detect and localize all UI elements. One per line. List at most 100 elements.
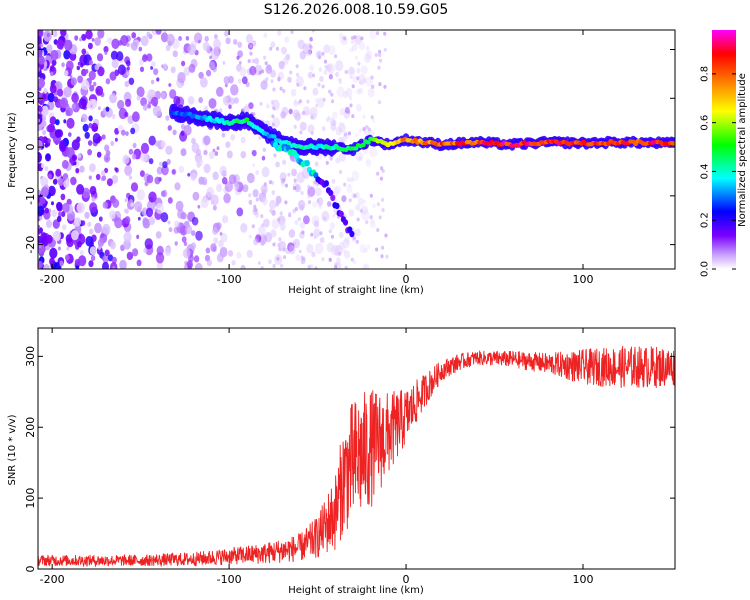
noise-speck: [105, 150, 111, 157]
noise-speck: [321, 210, 330, 222]
noise-speck: [57, 178, 64, 186]
noise-speck: [222, 96, 229, 104]
snr-y-label: SNR (10 * v/v): [7, 414, 18, 485]
noise-speck: [257, 261, 261, 265]
noise-speck: [41, 105, 49, 117]
noise-speck: [55, 119, 60, 126]
noise-speck: [292, 109, 300, 119]
noise-speck: [254, 64, 263, 76]
noise-speck: [76, 136, 81, 143]
noise-speck: [49, 257, 55, 266]
noise-speck: [343, 36, 347, 41]
noise-speck: [203, 135, 211, 146]
noise-speck: [147, 104, 151, 109]
noise-speck: [62, 202, 70, 213]
noise-speck: [126, 66, 130, 71]
noise-speck: [326, 117, 330, 123]
noise-speck: [309, 111, 313, 117]
branch-mark: [342, 219, 349, 226]
noise-speck: [282, 89, 286, 93]
noise-speck: [328, 257, 332, 262]
noise-speck: [277, 30, 282, 36]
noise-speck: [334, 198, 338, 203]
noise-speck: [88, 115, 93, 122]
noise-speck: [88, 59, 94, 66]
noise-speck: [219, 165, 227, 176]
noise-speck: [272, 106, 276, 111]
noise-speck: [126, 71, 130, 76]
noise-speck: [209, 55, 213, 60]
noise-speck: [355, 34, 363, 45]
noise-speck: [362, 199, 367, 204]
noise-speck: [338, 231, 344, 239]
noise-speck: [128, 148, 134, 155]
noise-speck: [328, 45, 336, 55]
noise-speck: [374, 53, 378, 57]
noise-speck: [154, 176, 161, 185]
noise-speck: [40, 43, 44, 48]
noise-speck: [338, 123, 346, 133]
noise-speck: [76, 184, 85, 195]
noise-speck: [110, 262, 118, 269]
chart-title: S126.2026.008.10.59.G05: [264, 2, 449, 18]
x-tick-label: -100: [217, 273, 242, 286]
noise-speck: [287, 76, 292, 83]
noise-speck: [299, 204, 305, 211]
noise-speck: [376, 171, 380, 176]
noise-speck: [365, 125, 369, 129]
noise-speck: [370, 75, 374, 80]
noise-speck: [77, 75, 83, 84]
noise-speck: [380, 254, 384, 259]
noise-speck: [47, 173, 53, 179]
noise-speck: [329, 156, 333, 161]
noise-speck: [338, 170, 343, 174]
noise-speck: [299, 121, 307, 131]
colorbar-tick-label: 0.2: [700, 212, 711, 228]
noise-speck: [103, 46, 109, 53]
noise-speck: [246, 249, 253, 258]
noise-speck: [338, 121, 343, 127]
noise-speck: [318, 67, 323, 73]
snr-x-label: Height of straight line (km): [288, 585, 424, 596]
noise-speck: [140, 142, 150, 154]
noise-speck: [223, 193, 231, 204]
noise-speck: [338, 251, 342, 256]
x-tick-label: 0: [403, 573, 410, 586]
noise-speck: [299, 221, 306, 229]
noise-speck: [356, 67, 361, 74]
noise-speck: [378, 215, 382, 220]
noise-speck: [216, 86, 224, 97]
noise-speck: [121, 129, 126, 136]
noise-speck: [338, 32, 344, 40]
ridge-core: [244, 117, 250, 122]
y-tick-label: 10: [24, 91, 37, 105]
noise-speck: [344, 132, 348, 137]
noise-speck: [165, 145, 173, 155]
noise-speck: [156, 261, 163, 269]
noise-speck: [293, 124, 297, 129]
noise-speck: [73, 161, 77, 166]
noise-speck: [184, 224, 193, 235]
noise-speck: [303, 215, 310, 225]
noise-speck: [344, 265, 348, 269]
noise-speck: [124, 165, 133, 176]
noise-speck: [315, 187, 322, 197]
noise-speck: [123, 231, 132, 243]
noise-speck: [221, 177, 228, 185]
noise-speck: [202, 41, 210, 52]
noise-speck: [180, 148, 187, 157]
noise-speck: [213, 237, 219, 244]
noise-speck: [321, 126, 326, 132]
noise-speck: [71, 92, 79, 103]
noise-speck: [79, 37, 83, 42]
noise-speck: [367, 87, 375, 98]
noise-speck: [310, 115, 314, 120]
noise-speck: [204, 35, 209, 42]
noise-speck: [87, 221, 92, 227]
noise-speck: [355, 204, 361, 211]
noise-speck: [330, 123, 337, 131]
noise-speck: [292, 186, 297, 191]
noise-speck: [253, 208, 258, 213]
noise-speck: [91, 37, 95, 42]
noise-speck: [94, 64, 100, 71]
